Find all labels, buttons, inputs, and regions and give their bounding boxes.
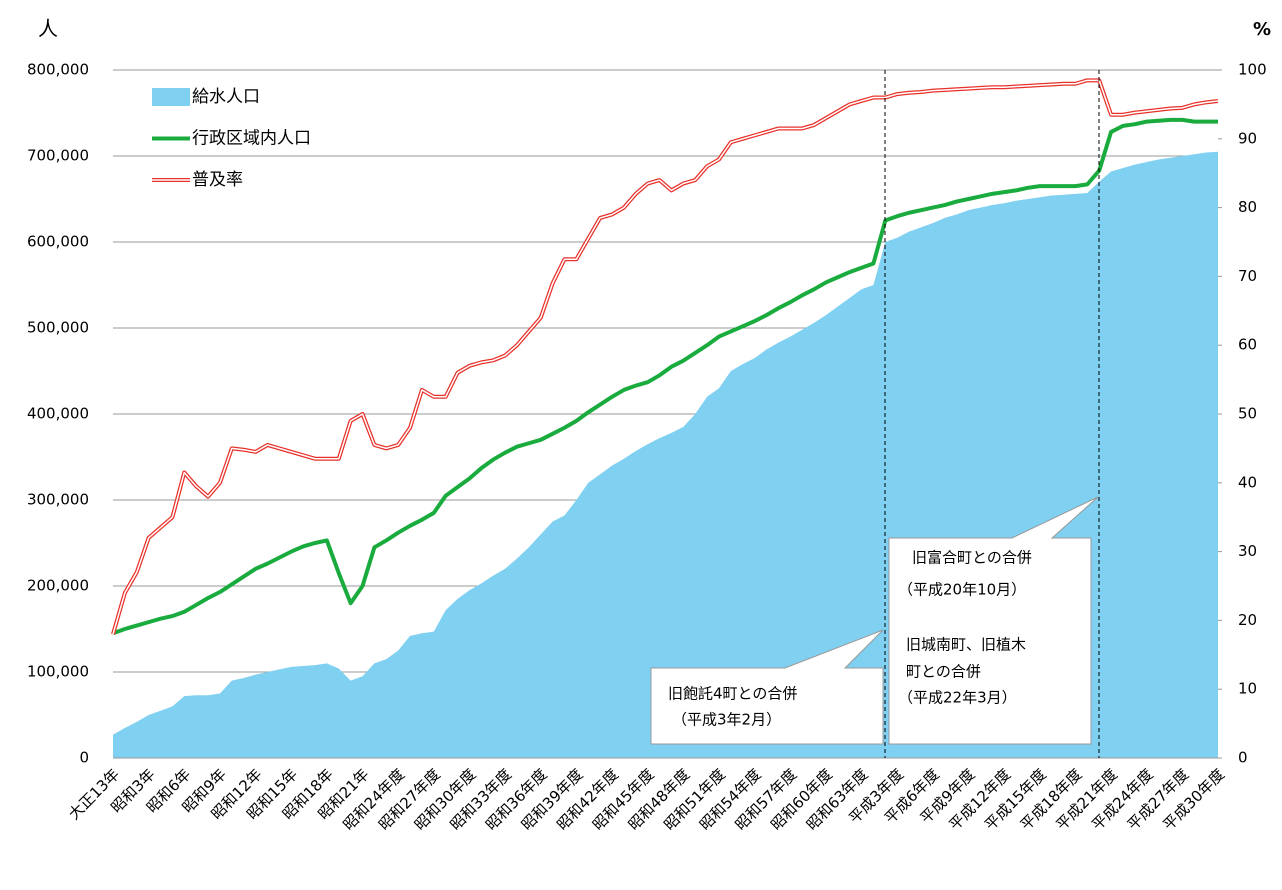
y2-tick-label: 20 xyxy=(1238,611,1257,629)
x-tick-label: 大正13年 xyxy=(65,765,123,823)
y-tick-label: 700,000 xyxy=(27,147,89,165)
y-tick-label: 0 xyxy=(79,749,89,767)
y-tick-label: 800,000 xyxy=(27,61,89,79)
annotation: 町との合併 xyxy=(906,663,981,681)
y-tick-label: 600,000 xyxy=(27,233,89,251)
y2-tick-label: 80 xyxy=(1238,198,1257,216)
legend-label: 普及率 xyxy=(192,170,243,190)
y-tick-label: 200,000 xyxy=(27,577,89,595)
y2-tick-label: 10 xyxy=(1238,680,1257,698)
legend-label: 行政区域内人口 xyxy=(192,129,311,149)
y2-tick-label: 70 xyxy=(1238,267,1257,285)
annotation: （平成3年2月） xyxy=(672,711,781,729)
line xyxy=(112,117,1218,636)
legend-label: 給水人口 xyxy=(192,87,260,107)
y-tick-label: 400,000 xyxy=(27,405,89,423)
callout-box xyxy=(650,629,884,745)
annotation: 旧城南町、旧植木 xyxy=(906,636,1026,654)
annotation: （平成22年3月） xyxy=(898,689,1017,707)
y-tick-label: 100,000 xyxy=(27,663,89,681)
y-unit: 人 xyxy=(38,17,58,41)
y2-tick-label: 90 xyxy=(1238,129,1257,147)
y-tick-label: 300,000 xyxy=(27,491,89,509)
y2-unit: % xyxy=(1253,19,1271,40)
y2-tick-label: 60 xyxy=(1238,336,1257,354)
y2-tick-label: 40 xyxy=(1238,473,1257,491)
y-tick-label: 500,000 xyxy=(27,319,89,337)
annotation: 旧富合町との合併 xyxy=(912,549,1032,567)
y2-tick-label: 100 xyxy=(1238,61,1267,79)
y2-tick-label: 30 xyxy=(1238,542,1257,560)
y2-tick-label: 0 xyxy=(1238,749,1248,767)
annotation: 旧飽託4町との合併 xyxy=(668,685,797,703)
annotation: （平成20年10月） xyxy=(898,581,1026,599)
y2-tick-label: 50 xyxy=(1238,405,1257,423)
callout-box xyxy=(888,496,1099,745)
rate-line-inner xyxy=(112,79,1219,635)
legend-swatch xyxy=(152,88,190,106)
